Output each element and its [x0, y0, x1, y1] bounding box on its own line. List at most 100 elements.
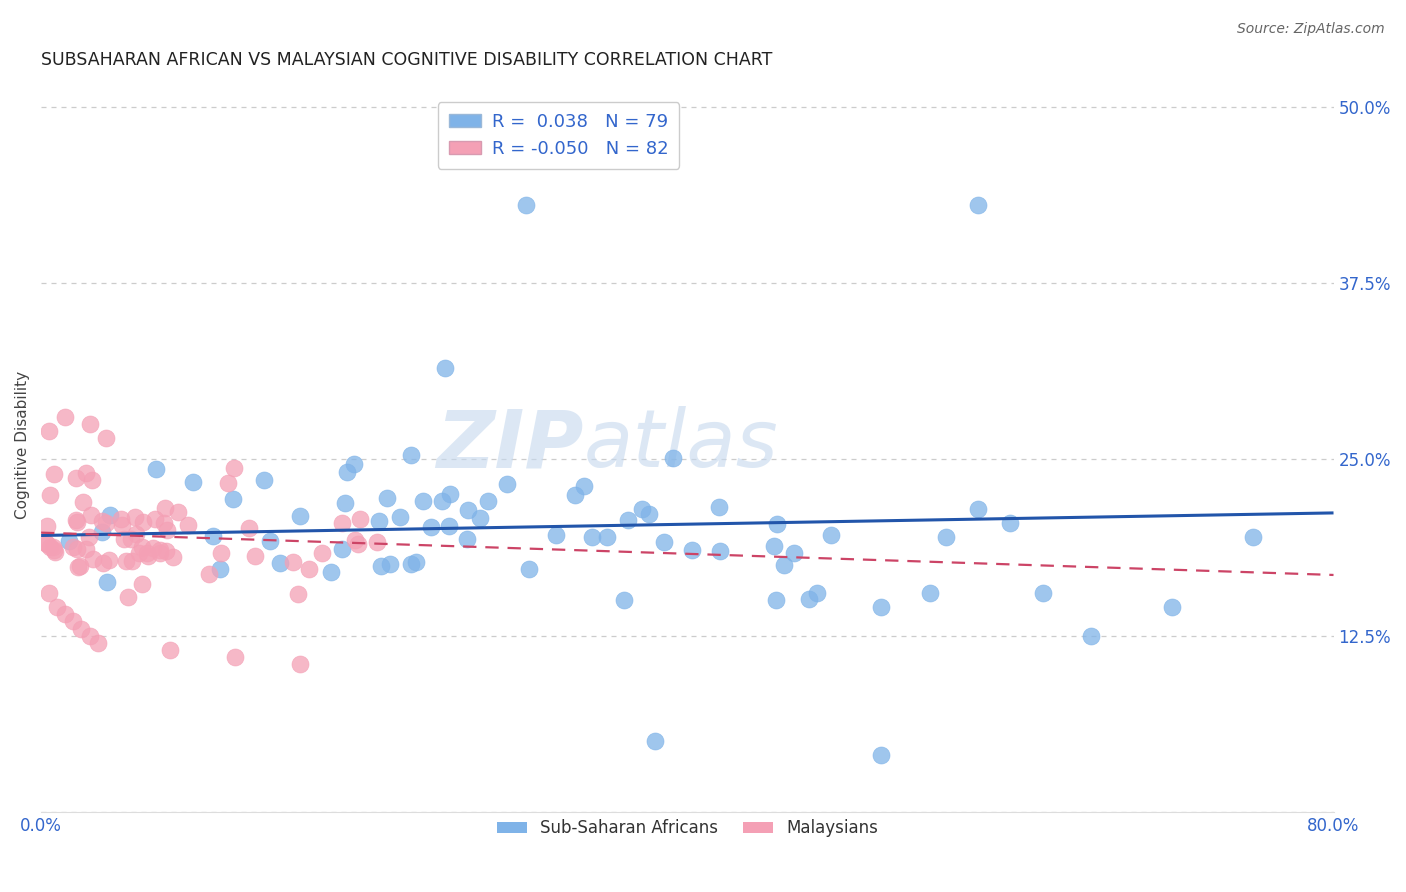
- Point: [159, 642, 181, 657]
- Point: [98, 508, 121, 523]
- Point: [111, 517, 134, 532]
- Point: [1000, 516, 1022, 530]
- Point: [765, 593, 787, 607]
- Point: [38, 424, 60, 438]
- Point: [222, 491, 245, 506]
- Point: [321, 565, 343, 579]
- Point: [94, 431, 117, 445]
- Point: [572, 479, 595, 493]
- Text: ZIP: ZIP: [436, 406, 583, 484]
- Point: [290, 508, 312, 523]
- Point: [564, 488, 586, 502]
- Point: [709, 500, 731, 514]
- Point: [638, 507, 661, 521]
- Point: [91, 557, 114, 571]
- Point: [433, 360, 456, 375]
- Point: [253, 473, 276, 487]
- Point: [58, 533, 80, 548]
- Point: [211, 546, 233, 560]
- Point: [343, 457, 366, 471]
- Point: [967, 501, 990, 516]
- Point: [65, 471, 87, 485]
- Point: [217, 475, 239, 490]
- Point: [42, 540, 65, 554]
- Point: [66, 560, 89, 574]
- Point: [90, 524, 112, 539]
- Text: atlas: atlas: [583, 406, 779, 484]
- Point: [405, 555, 427, 569]
- Point: [269, 556, 291, 570]
- Point: [388, 510, 411, 524]
- Point: [368, 514, 391, 528]
- Point: [62, 615, 84, 629]
- Point: [519, 562, 541, 576]
- Point: [96, 574, 118, 589]
- Point: [98, 553, 121, 567]
- Point: [773, 558, 796, 573]
- Point: [401, 448, 423, 462]
- Point: [918, 586, 941, 600]
- Point: [201, 529, 224, 543]
- Point: [37, 537, 59, 551]
- Point: [370, 558, 392, 573]
- Point: [153, 516, 176, 530]
- Point: [412, 494, 434, 508]
- Point: [65, 513, 87, 527]
- Point: [131, 577, 153, 591]
- Point: [131, 540, 153, 554]
- Point: [125, 526, 148, 541]
- Point: [806, 586, 828, 600]
- Point: [298, 562, 321, 576]
- Point: [765, 517, 787, 532]
- Point: [644, 734, 666, 748]
- Point: [86, 635, 108, 649]
- Point: [82, 473, 104, 487]
- Point: [162, 549, 184, 564]
- Point: [1032, 586, 1054, 600]
- Point: [70, 622, 93, 636]
- Point: [420, 520, 443, 534]
- Point: [153, 501, 176, 516]
- Point: [820, 528, 842, 542]
- Point: [468, 510, 491, 524]
- Point: [114, 553, 136, 567]
- Point: [1241, 530, 1264, 544]
- Point: [546, 528, 568, 542]
- Y-axis label: Cognitive Disability: Cognitive Disability: [15, 371, 30, 519]
- Point: [430, 493, 453, 508]
- Point: [69, 558, 91, 573]
- Point: [281, 555, 304, 569]
- Point: [457, 503, 479, 517]
- Point: [311, 546, 333, 560]
- Point: [595, 530, 617, 544]
- Point: [581, 530, 603, 544]
- Point: [62, 540, 84, 554]
- Point: [709, 544, 731, 558]
- Point: [613, 593, 636, 607]
- Point: [616, 513, 638, 527]
- Point: [797, 592, 820, 607]
- Point: [149, 543, 172, 558]
- Point: [117, 590, 139, 604]
- Point: [287, 587, 309, 601]
- Point: [136, 546, 159, 560]
- Point: [145, 462, 167, 476]
- Point: [142, 541, 165, 556]
- Point: [870, 600, 893, 615]
- Point: [330, 516, 353, 531]
- Text: Source: ZipAtlas.com: Source: ZipAtlas.com: [1237, 22, 1385, 37]
- Point: [437, 519, 460, 533]
- Point: [35, 518, 58, 533]
- Point: [222, 461, 245, 475]
- Point: [42, 467, 65, 482]
- Point: [138, 549, 160, 563]
- Point: [82, 552, 104, 566]
- Text: SUBSAHARAN AFRICAN VS MALAYSIAN COGNITIVE DISABILITY CORRELATION CHART: SUBSAHARAN AFRICAN VS MALAYSIAN COGNITIV…: [41, 51, 772, 69]
- Point: [79, 417, 101, 431]
- Point: [110, 512, 132, 526]
- Point: [783, 546, 806, 560]
- Legend: Sub-Saharan Africans, Malaysians: Sub-Saharan Africans, Malaysians: [489, 813, 884, 844]
- Point: [439, 487, 461, 501]
- Point: [652, 535, 675, 549]
- Point: [167, 505, 190, 519]
